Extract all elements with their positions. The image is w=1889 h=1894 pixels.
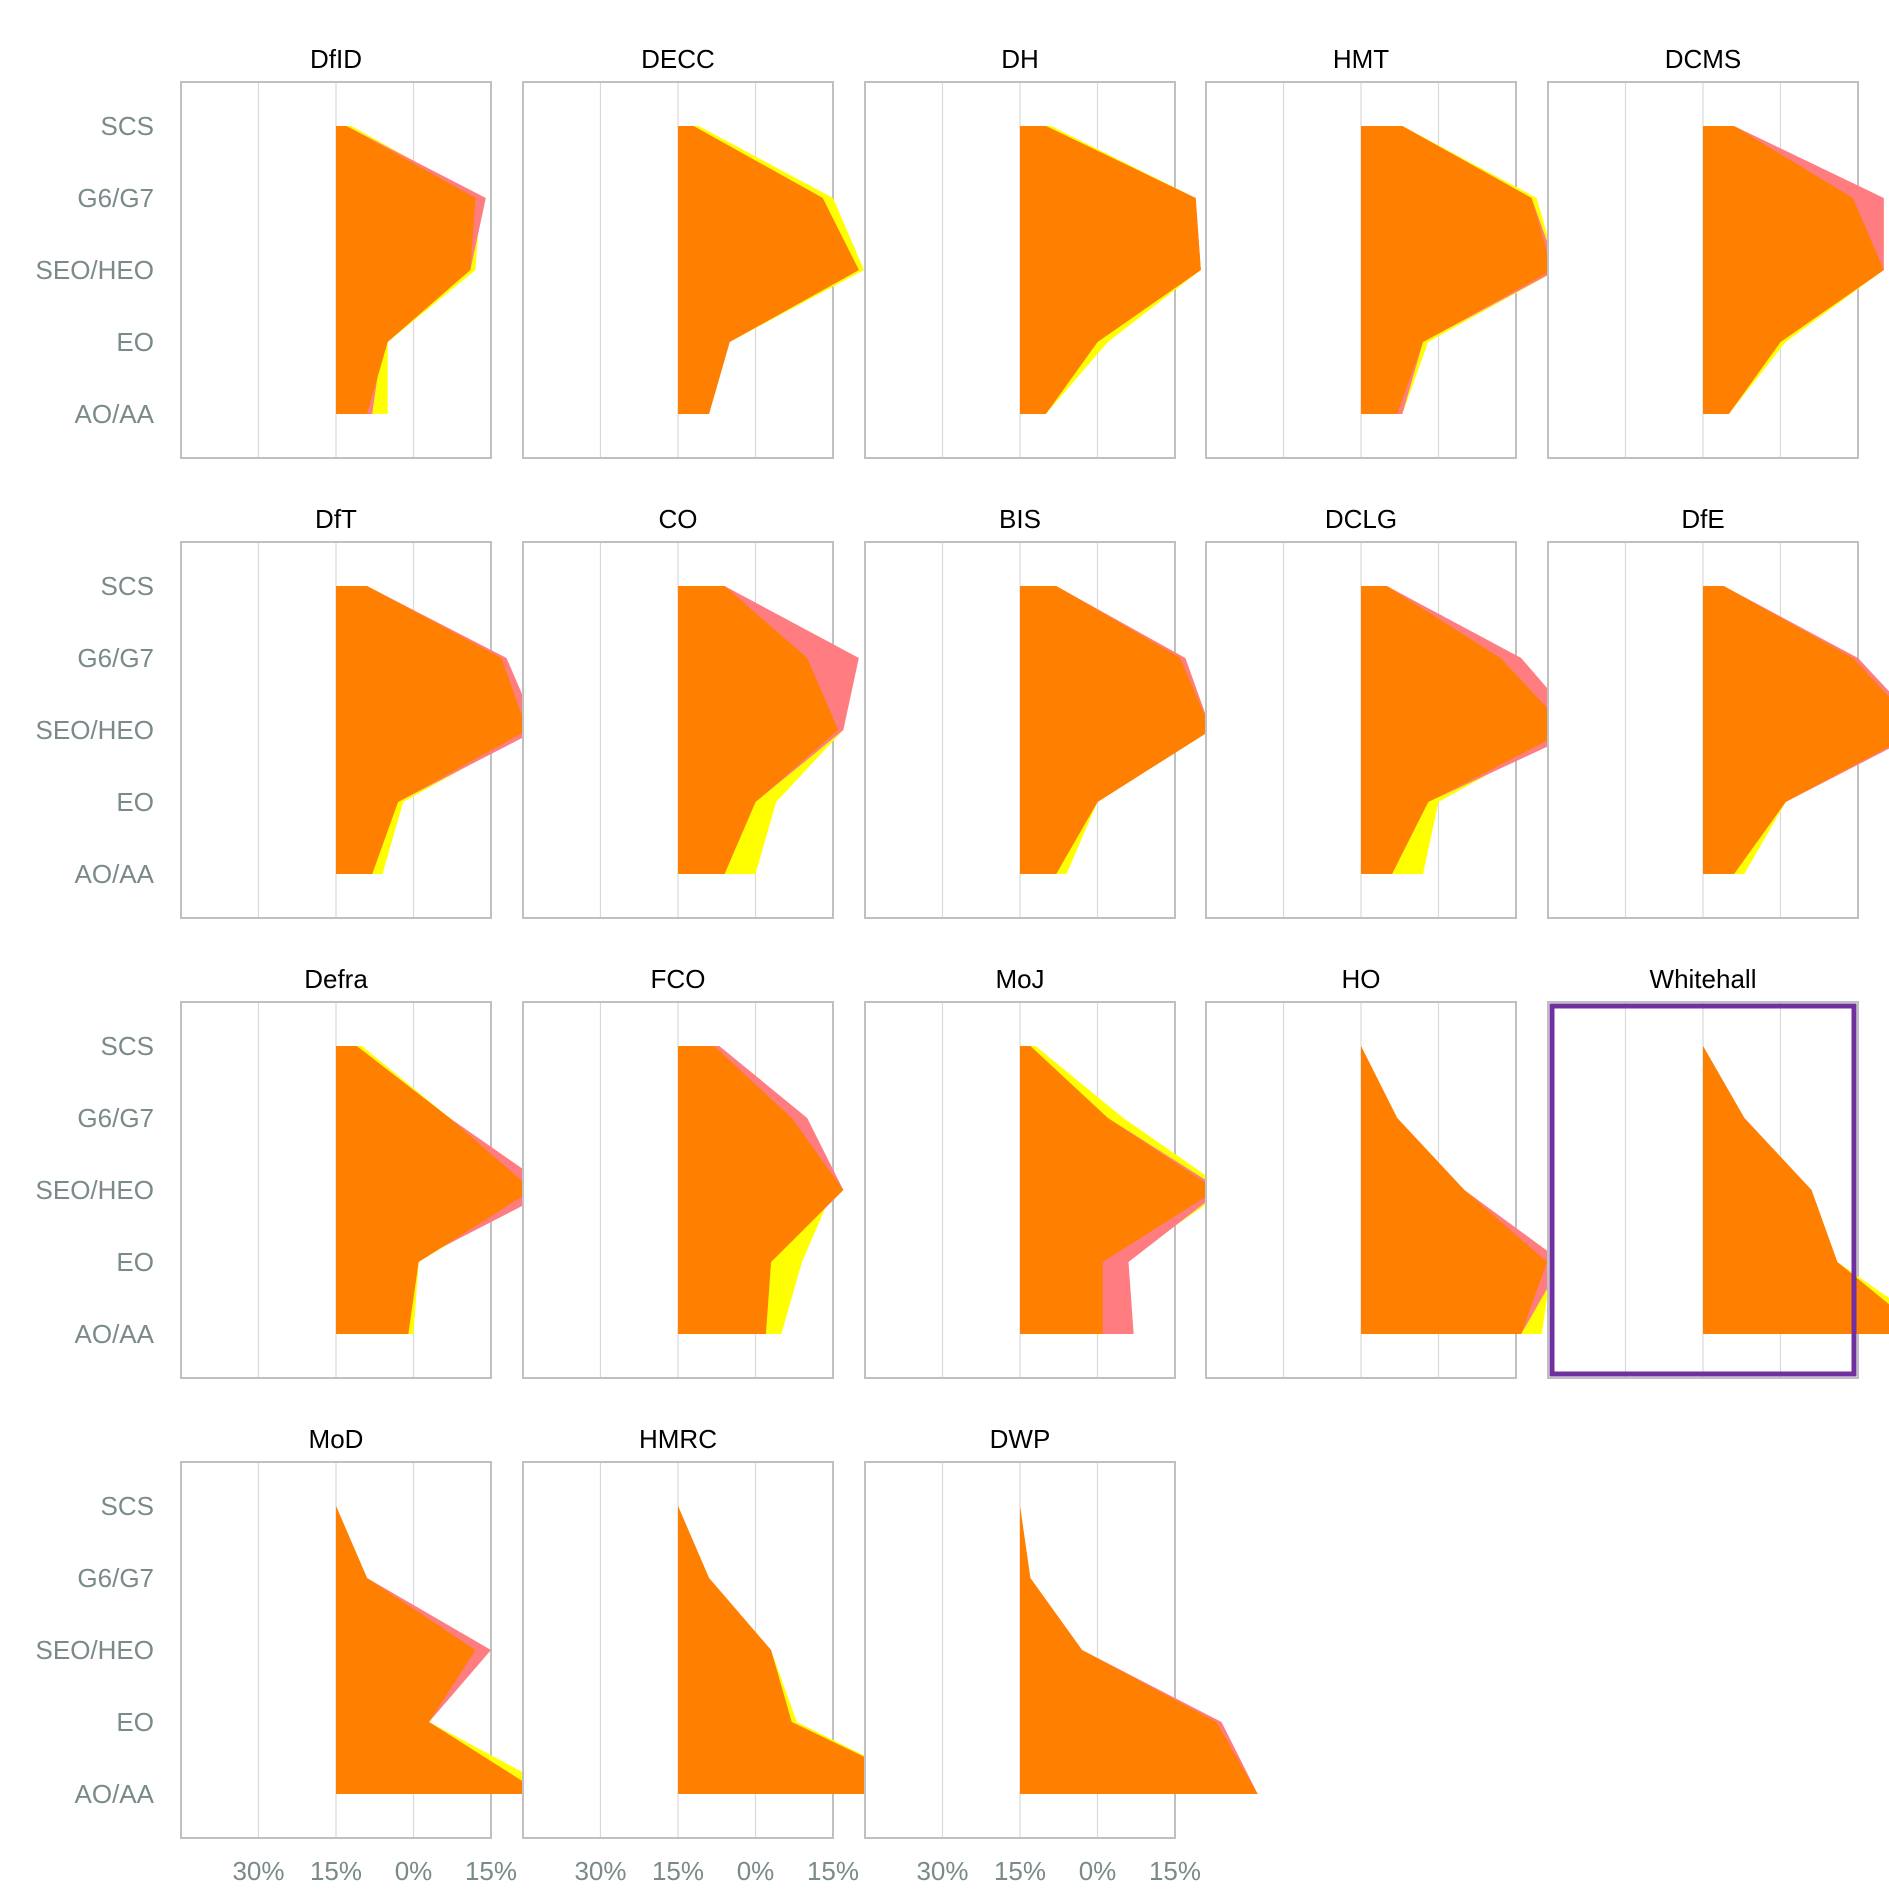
- panel-title: DECC: [641, 44, 715, 74]
- category-label: SCS: [101, 111, 154, 141]
- category-label: AO/AA: [75, 399, 155, 429]
- area-orange-bis: [1020, 586, 1212, 874]
- x-tick-label: 30%: [232, 1856, 284, 1886]
- area-orange-co: [678, 586, 839, 874]
- category-label: EO: [116, 1247, 154, 1277]
- category-label: SEO/HEO: [36, 1175, 154, 1205]
- x-tick-label: 15%: [807, 1856, 859, 1886]
- area-orange-hmrc: [678, 1506, 942, 1794]
- category-label: SEO/HEO: [36, 255, 154, 285]
- x-tick-label: 15%: [465, 1856, 517, 1886]
- x-tick-label: 0%: [737, 1856, 775, 1886]
- category-label: G6/G7: [77, 1103, 154, 1133]
- panel-title: HMRC: [639, 1424, 717, 1454]
- area-orange-dclg: [1361, 586, 1568, 874]
- area-orange-dh: [1020, 126, 1201, 414]
- category-label: AO/AA: [75, 859, 155, 889]
- panel-title: DCMS: [1665, 44, 1742, 74]
- panel-title: DH: [1001, 44, 1039, 74]
- panel-title: DfT: [315, 504, 357, 534]
- category-label: EO: [116, 327, 154, 357]
- area-orange-whitehall: [1703, 1046, 1889, 1334]
- category-label: SCS: [101, 571, 154, 601]
- panel-title: DfID: [310, 44, 362, 74]
- area-orange-defra: [336, 1046, 533, 1334]
- area-orange-dfid: [336, 126, 476, 414]
- category-label: EO: [116, 787, 154, 817]
- category-label: G6/G7: [77, 1563, 154, 1593]
- area-orange-ho: [1361, 1046, 1547, 1334]
- category-label: AO/AA: [75, 1779, 155, 1809]
- panel-title: DfE: [1681, 504, 1724, 534]
- panel-title: DWP: [990, 1424, 1051, 1454]
- x-tick-label: 0%: [395, 1856, 433, 1886]
- panel-title: CO: [659, 504, 698, 534]
- area-orange-dcms: [1703, 126, 1884, 414]
- x-tick-label: 15%: [994, 1856, 1046, 1886]
- x-tick-label: 0%: [1079, 1856, 1117, 1886]
- category-label: EO: [116, 1707, 154, 1737]
- panel-title: Whitehall: [1650, 964, 1757, 994]
- panel-title: MoD: [309, 1424, 364, 1454]
- x-tick-label: 15%: [652, 1856, 704, 1886]
- x-tick-label: 15%: [310, 1856, 362, 1886]
- area-orange-dft: [336, 586, 528, 874]
- area-orange-moj: [1020, 1046, 1217, 1334]
- category-label: AO/AA: [75, 1319, 155, 1349]
- area-orange-dwp: [1020, 1506, 1258, 1794]
- panel-title: Defra: [304, 964, 368, 994]
- x-tick-label: 15%: [1149, 1856, 1201, 1886]
- panel-title: FCO: [651, 964, 706, 994]
- panel-title: HO: [1342, 964, 1381, 994]
- category-label: G6/G7: [77, 183, 154, 213]
- category-label: SEO/HEO: [36, 1635, 154, 1665]
- x-tick-label: 30%: [916, 1856, 968, 1886]
- category-label: SCS: [101, 1031, 154, 1061]
- highlight-frame: [1549, 1003, 1857, 1377]
- area-orange-fco: [678, 1046, 844, 1334]
- panel-title: MoJ: [995, 964, 1044, 994]
- area-orange-mod: [336, 1506, 543, 1794]
- category-label: G6/G7: [77, 643, 154, 673]
- panel-title: HMT: [1333, 44, 1389, 74]
- category-label: SCS: [101, 1491, 154, 1521]
- panel-title: DCLG: [1325, 504, 1397, 534]
- area-orange-decc: [678, 126, 859, 414]
- category-label: SEO/HEO: [36, 715, 154, 745]
- area-orange-hmt: [1361, 126, 1553, 414]
- panel-title: BIS: [999, 504, 1041, 534]
- area-orange-dfe: [1703, 586, 1889, 874]
- x-tick-label: 30%: [574, 1856, 626, 1886]
